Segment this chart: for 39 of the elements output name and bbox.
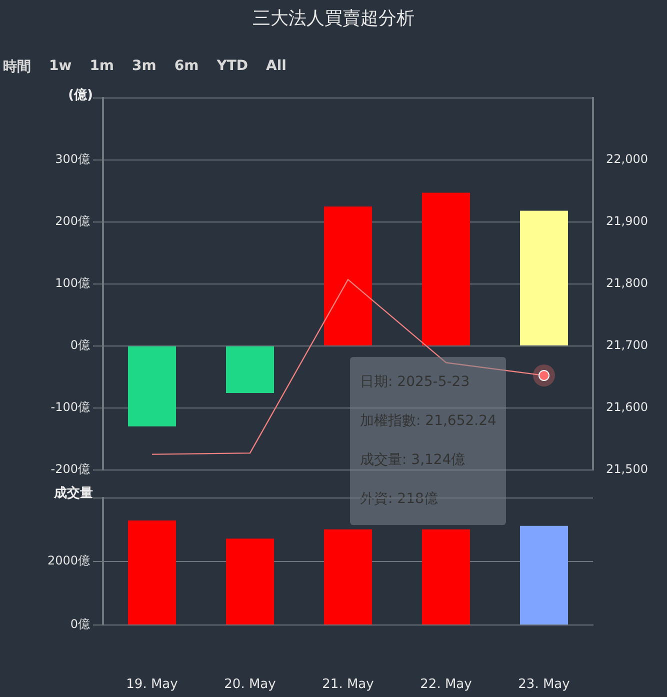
chart-title: 三大法人買賣超分析 — [252, 7, 416, 30]
x-tick-label: 21. May — [322, 677, 374, 692]
y-axis-title: (億) — [68, 86, 93, 104]
y-tick-label: -200億 — [50, 462, 90, 476]
bar — [422, 192, 470, 346]
bar — [128, 346, 176, 426]
x-tick-label: 19. May — [126, 677, 178, 692]
y2-tick-label: 21,600 — [606, 400, 648, 414]
y-tick-label: 100億 — [55, 276, 90, 290]
y2-tick-label: 21,500 — [606, 462, 648, 476]
y2-tick-label: 21,800 — [606, 276, 648, 290]
y2-tick-label: 21,900 — [606, 214, 648, 228]
bar — [520, 526, 568, 624]
x-tick-label: 20. May — [224, 677, 276, 692]
text: YTD — [216, 58, 248, 76]
text: 1m — [90, 58, 114, 76]
bar — [324, 529, 372, 624]
text: 1w — [49, 58, 72, 76]
bar — [324, 206, 372, 346]
bar — [226, 346, 274, 393]
y-tick-label: 300億 — [55, 152, 90, 166]
bar — [422, 529, 470, 624]
x-tick-label: 23. May — [518, 677, 570, 692]
text: 時間 — [3, 58, 31, 76]
y-tick-label: 200億 — [55, 214, 90, 228]
bar — [520, 210, 568, 346]
y-axis-title: 成交量 — [54, 484, 93, 502]
y-tick-label: 0億 — [70, 338, 90, 352]
y-tick-label: 0億 — [70, 617, 90, 632]
x-tick-label: 22. May — [420, 677, 472, 692]
y2-tick-label: 21,700 — [606, 338, 648, 352]
text: 6m — [174, 58, 199, 76]
y2-tick-label: 22,000 — [606, 152, 648, 166]
y-tick-label: -100億 — [50, 400, 90, 414]
bar — [226, 538, 274, 624]
text: All — [266, 58, 286, 76]
text: 3m — [132, 58, 156, 76]
bar — [128, 520, 176, 624]
y-tick-label: 2000億 — [47, 554, 90, 568]
